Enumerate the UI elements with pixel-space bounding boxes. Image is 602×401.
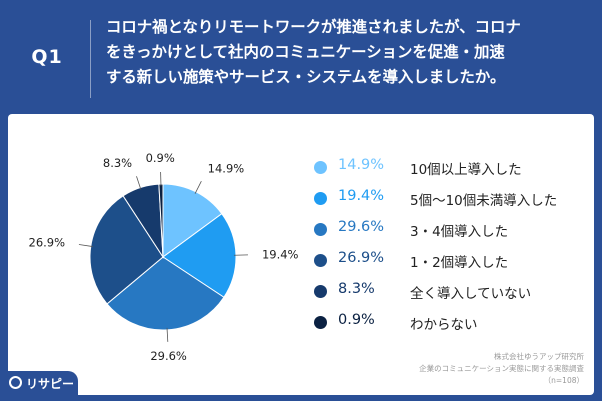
question-line: コロナ禍となりリモートワークが推進されましたが、コロナ (106, 18, 521, 36)
legend-percent: 8.3% (338, 281, 375, 297)
question-line: をきっかけとして社内のコミュニケーションを促進・加速 (106, 43, 505, 61)
question-line: する新しい施策やサービス・システムを導入しましたか。 (106, 68, 506, 86)
legend-label: 1・2個導入した (410, 255, 509, 271)
pie-data-label-0: 14.9% (208, 162, 245, 176)
legend-item: 0.9% わからない (314, 311, 584, 342)
source-line: （n=108） (543, 376, 584, 385)
legend-item: 8.3% 全く導入していない (314, 280, 584, 311)
legend-percent: 0.9% (338, 312, 375, 328)
question-text: コロナ禍となりリモートワークが推進されましたが、コロナ をきっかけとして社内のコ… (106, 15, 586, 90)
pie-data-label-2: 29.6% (150, 349, 187, 363)
pie-data-label-5: 0.9% (146, 151, 175, 165)
legend-item: 26.9% 1・2個導入した (314, 249, 584, 280)
legend: 14.9% 10個以上導入した 19.4% 5個〜10個未満導入した 29.6% 3・4個… (314, 156, 584, 342)
question-header: Q1 コロナ禍となりリモートワークが推進されましたが、コロナ をきっかけとして社… (0, 0, 602, 112)
legend-swatch-icon (314, 223, 327, 236)
leader-line-2 (166, 327, 169, 342)
legend-percent: 14.9% (338, 157, 385, 173)
legend-swatch-icon (314, 192, 327, 205)
legend-item: 29.6% 3・4個導入した (314, 218, 584, 249)
pie-chart: 14.9% 19.4% 29.6% 26.9% 8.3% 0.9% (29, 151, 299, 363)
legend-swatch-icon (314, 161, 327, 174)
legend-percent: 29.6% (338, 219, 385, 235)
legend-label: 5個〜10個未満導入した (410, 193, 558, 209)
leader-line-3 (78, 244, 93, 247)
leader-line-0 (194, 180, 202, 194)
legend-percent: 26.9% (338, 250, 385, 266)
legend-item: 19.4% 5個〜10個未満導入した (314, 187, 584, 218)
legend-swatch-icon (314, 254, 327, 267)
chart-card: 14.9% 19.4% 29.6% 26.9% 8.3% 0.9% 14.9% 10個以上導… (8, 114, 594, 395)
pie-data-label-1: 19.4% (262, 248, 299, 262)
header-divider (90, 20, 91, 98)
pie-data-label-3: 26.9% (29, 235, 66, 249)
legend-swatch-icon (314, 285, 327, 298)
source-line: 企業のコミュニケーション実態に関する実態調査 (419, 364, 584, 373)
legend-label: わからない (410, 317, 478, 333)
legend-label: 全く導入していない (410, 286, 532, 302)
legend-label: 10個以上導入した (410, 162, 522, 178)
brand-logo: リサピー (0, 371, 78, 395)
source-note: 株式会社ゆうアップ研究所 企業のコミュニケーション実態に関する実態調査 （n=1… (419, 351, 584, 387)
brand-name: リサピー (26, 377, 75, 391)
leader-line-4 (136, 176, 142, 190)
brand-mark-icon (9, 376, 22, 389)
question-number: Q1 (31, 46, 63, 68)
legend-label: 3・4個導入した (410, 224, 509, 240)
source-line: 株式会社ゆうアップ研究所 (494, 352, 584, 361)
legend-percent: 19.4% (338, 188, 385, 204)
legend-item: 14.9% 10個以上導入した (314, 156, 584, 187)
pie-data-label-4: 8.3% (103, 156, 132, 170)
legend-swatch-icon (314, 316, 327, 329)
